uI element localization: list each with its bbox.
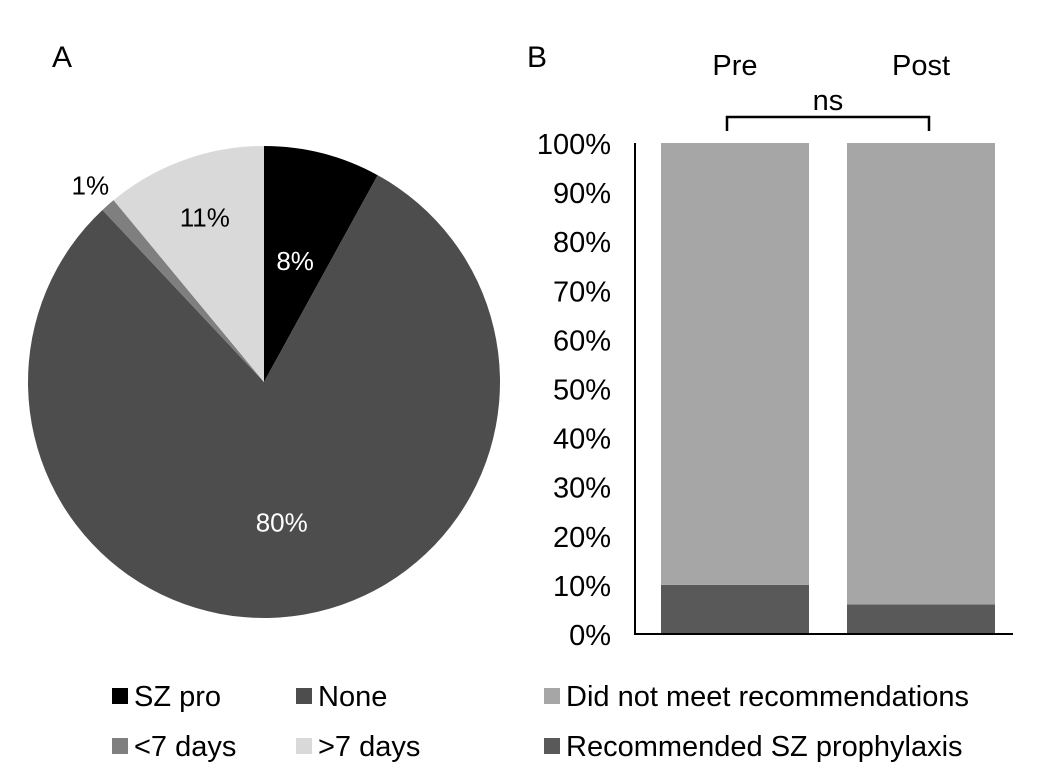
legend-swatch-7-days bbox=[112, 738, 128, 754]
y-tick-label: 70% bbox=[553, 276, 611, 308]
pie-label-sz-pro: 8% bbox=[276, 246, 314, 276]
y-tick-label: 60% bbox=[553, 325, 611, 357]
pie-label-7-days: 11% bbox=[180, 203, 230, 233]
y-tick-label: 20% bbox=[553, 522, 611, 554]
category-label-pre: Pre bbox=[712, 50, 757, 82]
pie-legend: SZ pro None <7 days >7 days bbox=[112, 681, 420, 763]
y-tick-label: 0% bbox=[569, 620, 611, 652]
panel-a-label: A bbox=[52, 41, 72, 74]
pie-slice-7-days bbox=[102, 200, 264, 382]
legend-swatch-sz-pro bbox=[112, 688, 128, 704]
bar-segment-pre-recommended bbox=[661, 584, 809, 634]
significance-label: ns bbox=[813, 85, 844, 117]
legend-label-none: None bbox=[318, 681, 387, 713]
y-tick-label: 50% bbox=[553, 375, 611, 407]
bar-legend: Did not meet recommendations Recommended … bbox=[544, 681, 969, 763]
significance-bracket bbox=[725, 115, 931, 131]
y-tick-label: 90% bbox=[553, 178, 611, 210]
legend-label-7-days: >7 days bbox=[318, 731, 420, 763]
panel-b-label: B bbox=[527, 41, 547, 74]
pie-slice-none bbox=[27, 175, 501, 618]
legend-swatch-did-not-meet bbox=[544, 688, 560, 704]
legend-label-did-not-meet: Did not meet recommendations bbox=[566, 681, 969, 713]
y-tick-label: 30% bbox=[553, 473, 611, 505]
pie-label-none: 80% bbox=[256, 507, 308, 537]
legend-swatch-recommended bbox=[544, 738, 560, 754]
pie-label-7-days: 1% bbox=[72, 170, 110, 200]
stacked-bar-chart: 0% 10% 20% 30% 40% 50% 60% 70% 80% 90% 100% Pre Post… bbox=[537, 50, 1013, 652]
legend-label-7-days: <7 days bbox=[134, 731, 236, 763]
category-label-post: Post bbox=[892, 50, 950, 82]
legend-label-recommended: Recommended SZ prophylaxis bbox=[566, 731, 963, 763]
legend-swatch-none bbox=[296, 688, 312, 704]
bar-segment-post-recommended bbox=[847, 604, 995, 634]
bar-segment-post-did-not-meet bbox=[847, 143, 995, 605]
pie-chart: 8% 80% 1% 11% bbox=[27, 146, 501, 618]
y-tick-label: 40% bbox=[553, 424, 611, 456]
y-tick-label: 10% bbox=[553, 571, 611, 603]
y-tick-label: 100% bbox=[537, 129, 611, 161]
bar-segment-pre-did-not-meet bbox=[661, 143, 809, 585]
pie-slice-sz-pro bbox=[264, 146, 378, 382]
y-tick-label: 80% bbox=[553, 227, 611, 259]
pie-slice-7-days bbox=[113, 146, 265, 382]
legend-swatch-7-days bbox=[296, 738, 312, 754]
legend-label-sz-pro: SZ pro bbox=[134, 681, 221, 713]
